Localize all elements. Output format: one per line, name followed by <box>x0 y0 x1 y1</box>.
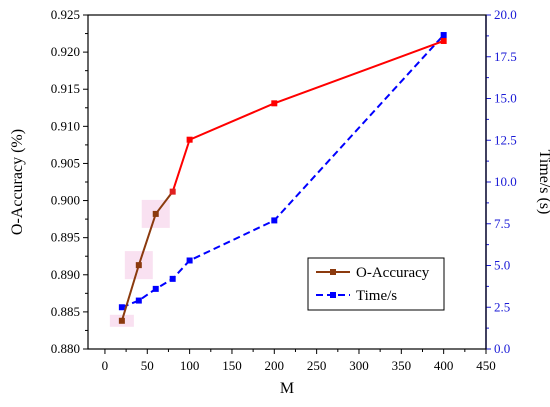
x-tick-label: 300 <box>349 358 369 373</box>
y-axis-left-title: O-Accuracy (%) <box>9 129 26 235</box>
y-left-tick-label: 0.885 <box>51 304 80 319</box>
y-left-tick-label: 0.910 <box>51 118 80 133</box>
grid-layer: 0 50 100 150 200 250 300 350 400 450 0.880 0.885 0.8… <box>51 7 517 373</box>
y-left-tick-label: 0.905 <box>51 155 80 170</box>
time-point <box>440 32 447 39</box>
x-tick-label: 250 <box>307 358 327 373</box>
x-tick-label: 0 <box>102 358 109 373</box>
x-tick-label: 50 <box>141 358 154 373</box>
legend-marker-accuracy <box>330 269 336 275</box>
x-axis-title: M <box>280 380 294 397</box>
y-right-tick-label: 20.0 <box>494 7 517 22</box>
x-tick-label: 350 <box>392 358 412 373</box>
time-point <box>135 297 142 304</box>
x-tick-label: 150 <box>222 358 242 373</box>
accuracy-point <box>152 210 159 217</box>
y-right-tick-label: 12.5 <box>494 132 517 147</box>
accuracy-point <box>135 262 142 269</box>
x-tick-label: 450 <box>476 358 496 373</box>
x-tick-label: 200 <box>265 358 285 373</box>
y-left-tick-label: 0.895 <box>51 230 80 245</box>
y-left-tick-label: 0.915 <box>51 81 80 96</box>
x-tick-label: 100 <box>180 358 200 373</box>
y-right-tick-label: 2.5 <box>494 299 510 314</box>
y-right-tick-label: 10.0 <box>494 174 517 189</box>
series-layer <box>118 32 447 324</box>
accuracy-point <box>186 136 193 143</box>
legend-marker-time <box>330 292 336 298</box>
y-right-tick-label: 15.0 <box>494 91 517 106</box>
y-axis-right-title: Time/s (s) <box>536 150 550 215</box>
y-left-tick-label: 0.900 <box>51 193 80 208</box>
y-left-tick-label: 0.880 <box>51 341 80 356</box>
y-left-tick-label: 0.890 <box>51 267 80 282</box>
time-point <box>271 217 278 224</box>
y-right-tick-label: 0.0 <box>494 341 510 356</box>
x-tick-label: 400 <box>434 358 454 373</box>
legend-label-time: Time/s <box>356 288 397 304</box>
time-point <box>118 304 125 311</box>
time-point <box>169 275 176 282</box>
y-left-tick-label: 0.925 <box>51 7 80 22</box>
time-point <box>152 285 159 292</box>
time-point <box>186 257 193 264</box>
accuracy-point <box>440 37 447 44</box>
plot-frame <box>87 14 487 350</box>
accuracy-series-line <box>171 40 445 192</box>
y-right-tick-label: 5.0 <box>494 258 510 273</box>
legend-box <box>307 257 445 311</box>
y-right-tick-label: 7.5 <box>494 216 510 231</box>
accuracy-point <box>271 100 278 107</box>
legend-label-accuracy: O-Accuracy <box>356 265 430 281</box>
accuracy-point <box>169 188 176 195</box>
legend: O-Accuracy Time/s <box>307 257 445 311</box>
y-left-tick-label: 0.920 <box>51 44 80 59</box>
y-right-tick-label: 17.5 <box>494 49 517 64</box>
accuracy-series-line <box>120 191 174 322</box>
accuracy-point <box>118 317 125 324</box>
